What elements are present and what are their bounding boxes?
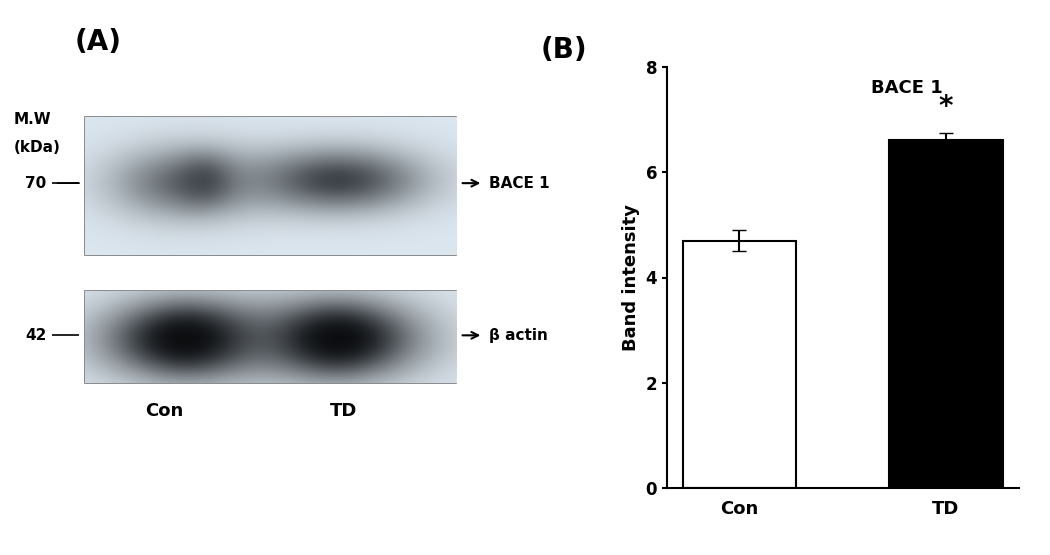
Text: 42: 42	[25, 328, 46, 343]
Y-axis label: Band intensity: Band intensity	[622, 204, 639, 351]
Text: (kDa): (kDa)	[14, 139, 61, 155]
Bar	[85, 117, 456, 255]
Bar	[889, 140, 1003, 488]
Text: BACE 1: BACE 1	[488, 175, 549, 191]
Text: TD: TD	[331, 402, 358, 420]
Bar	[682, 241, 796, 488]
Text: *: *	[939, 93, 953, 121]
Text: β actin: β actin	[488, 328, 547, 343]
Text: (B): (B)	[541, 36, 587, 64]
Text: BACE 1: BACE 1	[870, 79, 943, 97]
Bar	[85, 291, 456, 383]
Text: Con: Con	[145, 402, 183, 420]
Text: (A): (A)	[75, 28, 122, 56]
Text: M.W: M.W	[14, 112, 51, 127]
Text: 70: 70	[25, 175, 46, 191]
